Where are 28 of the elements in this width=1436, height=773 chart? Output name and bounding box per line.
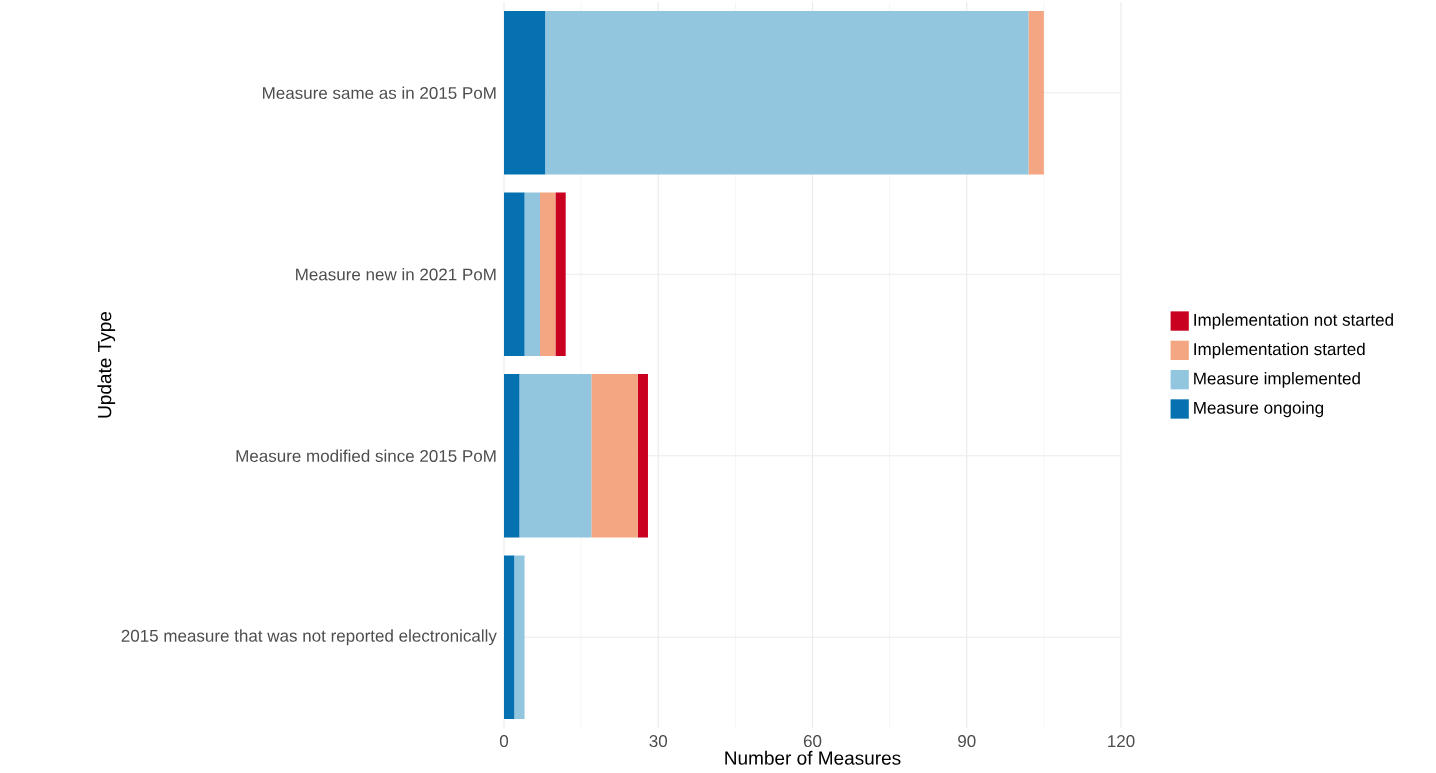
y-axis-title: Update Type: [97, 311, 116, 418]
bar: [1028, 11, 1044, 175]
x-tick-label: 60: [803, 735, 822, 748]
bar: [524, 192, 540, 356]
bar: [545, 11, 1029, 175]
bar: [504, 555, 515, 719]
bar: [637, 374, 648, 538]
y-tick-label: Measure modified since 2015 PoM: [236, 449, 496, 462]
bar: [555, 192, 566, 356]
x-tick-label: 30: [649, 735, 668, 748]
bar: [504, 192, 525, 356]
legend-label: Implementation not started: [1194, 313, 1393, 330]
legend-label: Implementation started: [1194, 342, 1365, 359]
bar: [504, 11, 546, 175]
x-tick-label: 0: [499, 735, 509, 748]
bar: [504, 374, 520, 538]
bar: [591, 374, 638, 538]
y-tick-label: 2015 measure that was not reported electronically: [121, 629, 497, 646]
bar: [519, 374, 592, 538]
legend-label: Measure ongoing: [1194, 401, 1324, 418]
x-tick-label: 90: [958, 735, 976, 748]
x-axis-title: Number of Measures: [725, 750, 901, 765]
y-tick-label: Measure same as in 2015 PoM: [263, 86, 496, 99]
x-tick-label: 120: [1108, 735, 1135, 748]
bar: [539, 192, 556, 356]
bar: [514, 555, 525, 719]
y-tick-label: Measure new in 2021 PoM: [296, 268, 496, 281]
legend-label: Measure implemented: [1194, 372, 1360, 388]
